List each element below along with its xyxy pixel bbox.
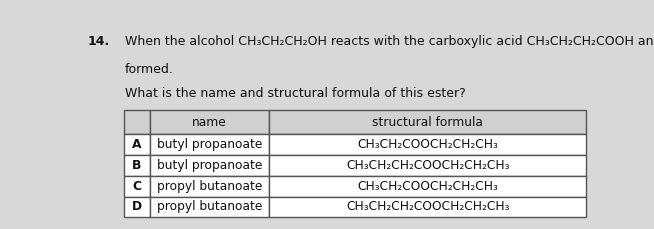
Bar [124,110,150,134]
Bar [150,196,269,217]
Text: name: name [192,116,227,129]
Bar [150,155,269,176]
Text: C: C [133,180,141,193]
Text: CH₃CH₂COOCH₂CH₂CH₃: CH₃CH₂COOCH₂CH₂CH₃ [357,138,498,151]
Bar [269,110,586,134]
Text: CH₃CH₂CH₂COOCH₂CH₂CH₃: CH₃CH₂CH₂COOCH₂CH₂CH₃ [346,159,509,172]
Text: What is the name and structural formula of this ester?: What is the name and structural formula … [125,87,466,101]
Text: butyl propanoate: butyl propanoate [157,159,262,172]
Text: When the alcohol CH₃CH₂CH₂OH reacts with the carboxylic acid CH₃CH₂CH₂COOH an es: When the alcohol CH₃CH₂CH₂OH reacts with… [125,35,654,48]
Text: D: D [132,200,142,213]
Bar [124,134,150,155]
Text: butyl propanoate: butyl propanoate [157,138,262,151]
Bar [150,134,269,155]
Text: structural formula: structural formula [372,116,483,129]
Bar [124,176,150,196]
Bar [269,176,586,196]
Bar [150,110,269,134]
Bar [124,155,150,176]
Bar [150,176,269,196]
Bar [269,155,586,176]
Bar [124,196,150,217]
Text: propyl butanoate: propyl butanoate [157,180,262,193]
Text: 14.: 14. [88,35,110,48]
Text: CH₃CH₂COOCH₂CH₂CH₃: CH₃CH₂COOCH₂CH₂CH₃ [357,180,498,193]
Text: propyl butanoate: propyl butanoate [157,200,262,213]
Text: B: B [132,159,142,172]
Bar [269,134,586,155]
Text: formed.: formed. [125,63,174,76]
Bar [269,196,586,217]
Text: A: A [132,138,142,151]
Text: CH₃CH₂CH₂COOCH₂CH₂CH₃: CH₃CH₂CH₂COOCH₂CH₂CH₃ [346,200,509,213]
